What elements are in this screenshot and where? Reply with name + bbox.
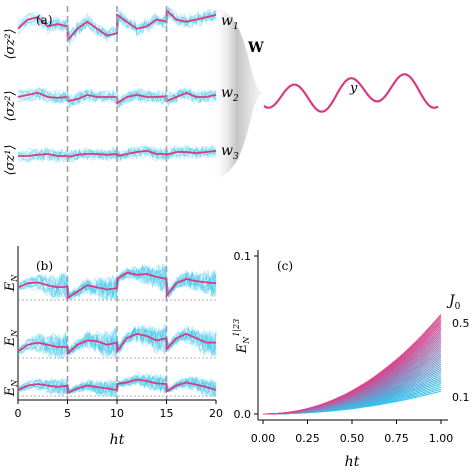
b-sample-line xyxy=(17,373,217,398)
c-xtick-25: 0.25 xyxy=(295,432,320,445)
b-sample-line xyxy=(17,323,217,358)
b-x-ticks xyxy=(17,400,217,404)
b-sample-line xyxy=(17,263,217,300)
b-sample-line xyxy=(17,265,217,301)
a-sample-line xyxy=(17,8,217,44)
b-sample-line xyxy=(18,373,217,396)
b-sample-line xyxy=(17,264,217,300)
b-xlabel: ht xyxy=(110,432,125,448)
c-ytick-top: 0.1 xyxy=(234,250,252,263)
b-xtick-0: 0 xyxy=(15,407,22,420)
c-ylabel: EN1|23 xyxy=(232,319,251,354)
output-bracket xyxy=(212,8,262,178)
panel-c: 0.1 0.0 EN1|23 (c) 0.00 0.25 0.50 0.75 1… xyxy=(232,250,470,470)
c-ytick-bottom: 0.0 xyxy=(234,408,252,421)
a-sample-line xyxy=(17,144,217,165)
b-ylabel-3: EN xyxy=(3,379,19,398)
b-sample-line xyxy=(18,265,217,302)
a-sample-line xyxy=(17,88,217,106)
b-sample-line xyxy=(17,324,217,360)
a-sample-line xyxy=(17,145,217,162)
b-zero-baselines xyxy=(18,299,216,397)
b-sample-line xyxy=(17,326,217,357)
c-xlabel: ht xyxy=(345,454,360,470)
b-mean-line xyxy=(17,378,217,395)
c-curve xyxy=(263,314,442,415)
b-sample-line xyxy=(17,266,217,301)
b-sample-line xyxy=(17,373,217,397)
b-sample-line xyxy=(17,371,217,398)
a-mean-line xyxy=(18,149,217,159)
b-sample-line xyxy=(17,327,217,359)
a-sample-line xyxy=(17,11,217,44)
a-sample-line xyxy=(17,9,217,47)
c-legend-title: J0 xyxy=(446,293,461,312)
c-legend-low: 0.1 xyxy=(452,391,470,404)
b-ylabel-2: EN xyxy=(3,329,19,348)
w1-label: w1 xyxy=(221,13,239,32)
b-xtick-15: 15 xyxy=(160,407,174,420)
b-sample-line xyxy=(17,372,217,397)
a-sample-line xyxy=(17,11,217,38)
a-ylabel-2: ⟨σz²⟩ xyxy=(3,90,18,121)
c-curve-family xyxy=(263,314,442,415)
b-mean-lines xyxy=(17,271,217,395)
panel-c-label: (c) xyxy=(277,259,293,273)
b-sample-line xyxy=(17,263,217,299)
a-sample-line xyxy=(17,7,217,41)
a-sample-line xyxy=(17,87,217,107)
b-sample-line xyxy=(17,327,217,358)
W-label: W xyxy=(247,40,264,56)
b-sample-line xyxy=(17,264,217,300)
a-sample-line xyxy=(17,86,217,109)
a-sample-line xyxy=(17,146,217,161)
b-sample-line xyxy=(17,326,217,355)
a-ylabel-3: ⟨σz¹⟩ xyxy=(3,144,18,175)
a-sample-line xyxy=(17,8,217,43)
panel-b-label: (b) xyxy=(36,259,53,273)
a-sample-line xyxy=(17,86,217,108)
b-ylabel-1: EN xyxy=(3,274,19,293)
a-sample-line xyxy=(17,145,217,162)
b-sample-line xyxy=(17,265,217,300)
y-label: y xyxy=(349,81,358,96)
a-mean-line xyxy=(17,8,217,43)
b-mean-line xyxy=(17,271,217,300)
panel-b: (b) EN EN EN 0 5 10 15 20 ht xyxy=(3,246,223,448)
w3-label: w3 xyxy=(221,143,239,162)
b-sample-line xyxy=(17,374,217,397)
c-xtick-50: 0.50 xyxy=(340,432,365,445)
b-xtick-5: 5 xyxy=(64,407,71,420)
b-sample-line xyxy=(17,265,217,301)
c-xtick-75: 0.75 xyxy=(384,432,409,445)
c-legend-high: 0.5 xyxy=(452,317,470,330)
a-sample-line xyxy=(17,10,217,40)
a-ylabel-1: ⟨σz²⟩ xyxy=(3,28,18,59)
b-sample-line xyxy=(17,323,217,359)
b-xtick-20: 20 xyxy=(209,407,223,420)
c-xtick-100: 1.00 xyxy=(429,432,454,445)
panel-a: (a) ⟨σz²⟩ ⟨σz²⟩ ⟨σz¹⟩ w1 w2 w3 W y xyxy=(3,6,439,400)
b-sample-line xyxy=(17,327,217,357)
b-sample-line xyxy=(17,326,217,357)
a-sample-line xyxy=(17,88,217,108)
c-x-ticks xyxy=(262,420,442,424)
b-sample-line xyxy=(17,323,217,359)
b-xtick-10: 10 xyxy=(110,407,124,420)
b-mean-line xyxy=(17,332,216,356)
a-sample-line xyxy=(17,7,217,41)
b-sample-line xyxy=(17,374,217,398)
output-signal-y xyxy=(263,73,439,113)
a-sample-line xyxy=(17,146,217,163)
w2-label: w2 xyxy=(221,85,239,104)
b-sample-line xyxy=(18,267,217,301)
b-sample-line xyxy=(17,263,217,301)
panel-a-label: (a) xyxy=(36,13,53,27)
c-xtick-0: 0.00 xyxy=(251,432,276,445)
a-segment-dividers xyxy=(66,6,168,400)
